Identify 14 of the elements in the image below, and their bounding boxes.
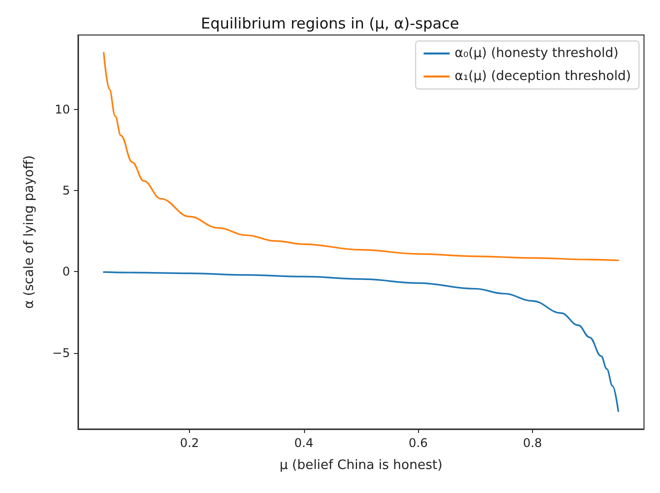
legend-label: α₀(μ) (honesty threshold) bbox=[454, 46, 618, 61]
x-tick-label: 0.4 bbox=[294, 436, 314, 450]
legend-label: α₁(μ) (deception threshold) bbox=[454, 69, 632, 84]
y-tick-label: 5 bbox=[62, 184, 70, 198]
y-tick-label: −5 bbox=[52, 346, 70, 360]
line-series bbox=[102, 271, 620, 412]
x-tick-label: 0.6 bbox=[408, 436, 428, 450]
x-tick-label: 0.2 bbox=[180, 436, 200, 450]
x-axis-title: μ (belief China is honest) bbox=[280, 458, 442, 473]
chart-title: Equilibrium regions in (μ, α)-space bbox=[200, 14, 460, 32]
y-tick-label: 10 bbox=[54, 102, 70, 117]
x-tick-label: 0.8 bbox=[522, 436, 542, 450]
y-axis-title: α (scale of lying payoff) bbox=[22, 155, 37, 309]
y-tick-label: 0 bbox=[62, 264, 70, 279]
